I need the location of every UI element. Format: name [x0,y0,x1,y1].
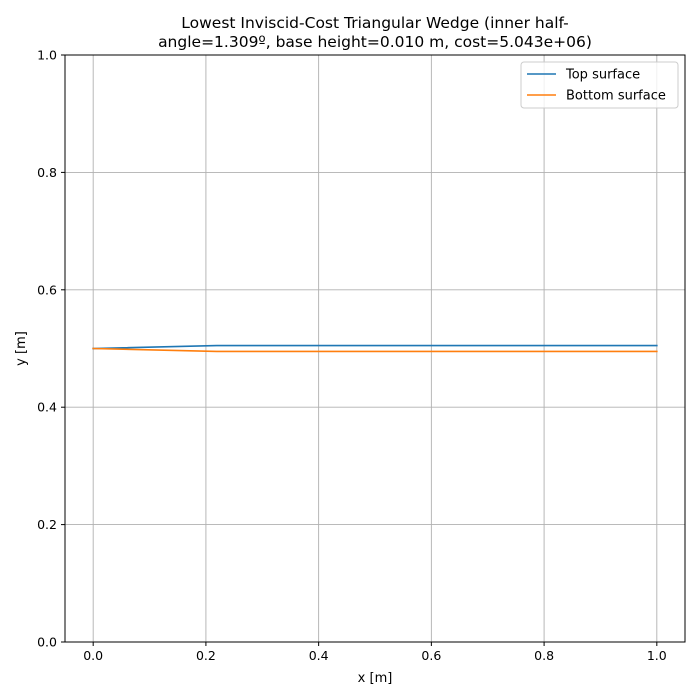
y-tick-label: 0.0 [37,635,57,650]
legend-entry-label: Top surface [565,68,640,83]
x-tick-label: 0.0 [83,648,103,663]
series-layer [92,344,658,353]
y-tick-label: 0.2 [37,517,57,532]
x-tick-label: 0.2 [196,648,216,663]
series-line-top-surface [92,344,658,350]
y-tick-label: 1.0 [37,48,57,63]
x-tick-label: 0.4 [309,648,329,663]
y-tick-label: 0.8 [37,165,57,180]
legend-box [520,61,679,109]
chart-title-line-2: angle=1.309º, base height=0.010 m, cost=… [158,33,592,51]
chart-title-line-1: Lowest Inviscid-Cost Triangular Wedge (i… [181,14,568,32]
x-tick-label: 0.6 [421,648,441,663]
legend: Top surface Bottom surface [520,61,679,109]
x-tick-label: 1.0 [647,648,667,663]
y-axis-label: y [m] [14,331,29,366]
series-line-bottom-surface [92,347,658,353]
axes-frame [64,54,686,643]
tick-marks: 0.0 0.2 0.4 0.6 0.8 1.0 0.0 0.2 0.4 0.6 0.8 1.0 [37,48,667,664]
grid-lines [65,54,685,643]
x-axis-label: x [m] [358,671,393,686]
x-tick-label: 0.8 [534,648,554,663]
y-tick-label: 0.4 [37,400,57,415]
y-tick-label: 0.6 [37,282,57,297]
legend-entry-label: Bottom surface [566,89,666,104]
